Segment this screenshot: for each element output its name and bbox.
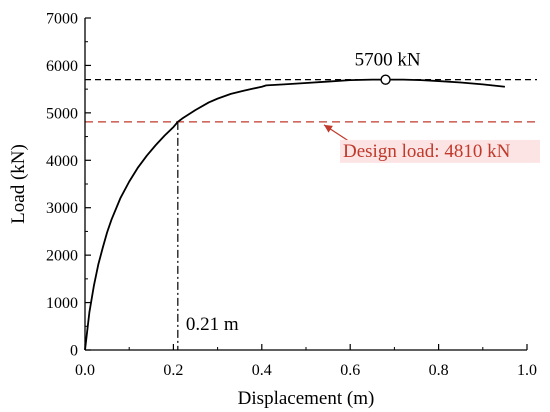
peak-marker [380, 74, 391, 85]
series-line-0 [84, 78, 505, 351]
axes: 0.0 0.2 0.4 0.6 0.8 1.0 0 1000 2000 3000 4000 5000 6… [46, 11, 537, 380]
y-tick-label: 5000 [46, 105, 78, 122]
x-tick-label: 0.4 [252, 362, 272, 379]
y-tick-label: 1000 [46, 295, 78, 312]
x-tick-label: 1.0 [517, 362, 537, 379]
x-tick-label: 0.0 [75, 362, 95, 379]
x-tick-label: 0.2 [163, 362, 183, 379]
y-tick-label: 3000 [46, 200, 78, 217]
y-tick-label: 6000 [46, 58, 78, 75]
y-tick-label: 2000 [46, 248, 78, 265]
x-tick-label: 0.8 [429, 362, 449, 379]
y-axis-title: Load (kN) [8, 144, 29, 224]
y-tick-label: 0 [70, 343, 78, 360]
design-load-arrowhead [324, 124, 333, 133]
design-load-label-bg [340, 139, 540, 163]
y-tick-label: 4000 [46, 153, 78, 170]
design-load-label: Design load: 4810 kN [343, 141, 511, 162]
x-tick-label: 0.6 [340, 362, 360, 379]
design-displacement-label: 0.21 m [186, 314, 239, 335]
peak-load-label: 5700 kN [355, 50, 421, 71]
y-tick-label: 7000 [46, 11, 78, 28]
x-axis-title: Displacement (m) [238, 388, 375, 409]
plot-area [84, 74, 537, 351]
